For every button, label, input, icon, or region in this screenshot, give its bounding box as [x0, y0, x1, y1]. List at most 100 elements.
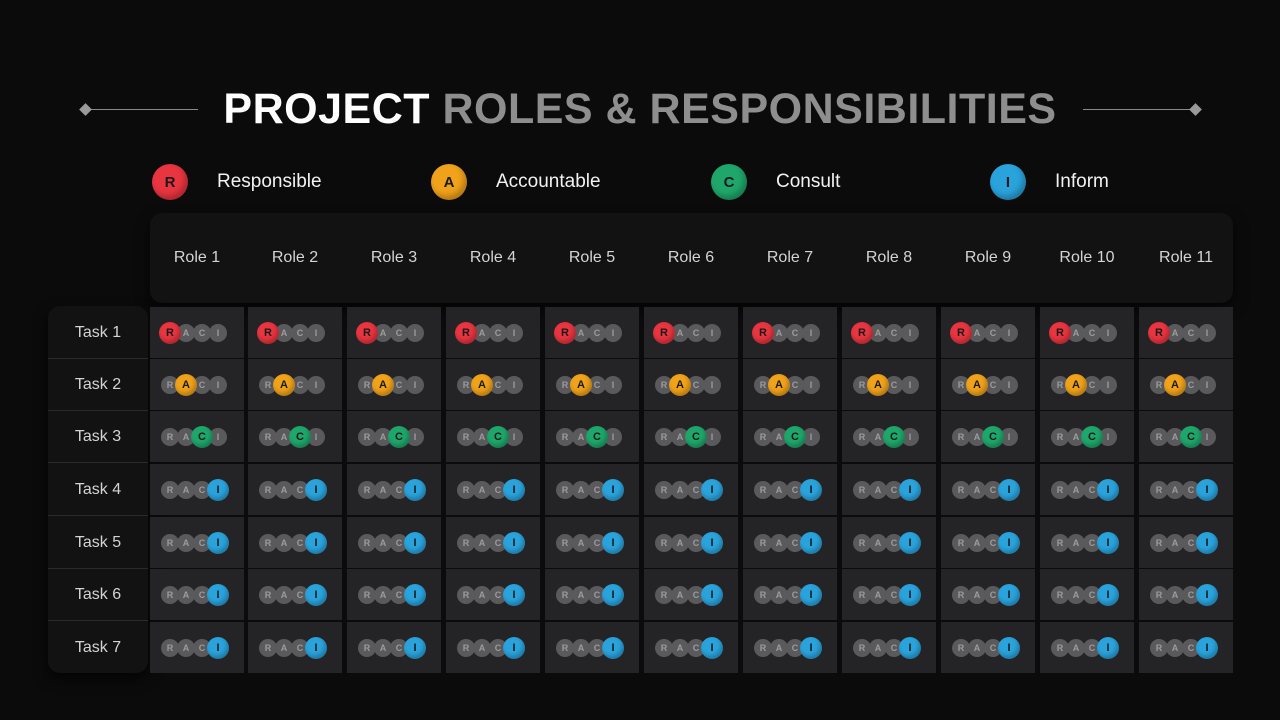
raci-pip-active-i: I [602, 584, 624, 606]
raci-pip-i: I [1099, 324, 1117, 342]
raci-pip-active-c: C [982, 426, 1004, 448]
raci-pip-a: A [275, 586, 293, 604]
raci-pip-a: A [572, 324, 590, 342]
raci-pip-active-r: R [159, 322, 181, 344]
raci-pip-r: R [259, 376, 277, 394]
raci-pip-i: I [209, 324, 227, 342]
raci-pip-c: C [786, 639, 804, 657]
raci-pip-i: I [703, 376, 721, 394]
raci-pip-r: R [655, 481, 673, 499]
raci-pip-c: C [1182, 534, 1200, 552]
raci-pip-r: R [1150, 376, 1168, 394]
raci-pip-r: R [952, 586, 970, 604]
raci-pip-c: C [1083, 324, 1101, 342]
raci-pip-a: A [1166, 534, 1184, 552]
raci-pip-a: A [671, 324, 689, 342]
raci-pip-r: R [1051, 586, 1069, 604]
raci-pip-i: I [703, 324, 721, 342]
raci-pip-active-i: I [899, 532, 921, 554]
raci-pip-i: I [406, 324, 424, 342]
raci-pip-a: A [869, 639, 887, 657]
raci-pip-active-i: I [1196, 479, 1218, 501]
raci-pip-r: R [655, 376, 673, 394]
raci-pip-active-r: R [1049, 322, 1071, 344]
raci-pip-active-i: I [800, 532, 822, 554]
raci-pip-c: C [687, 324, 705, 342]
legend-label: Accountable [496, 171, 601, 192]
raci-pip-active-i: I [998, 479, 1020, 501]
raci-pip-r: R [1150, 428, 1168, 446]
raci-pip-r: R [853, 428, 871, 446]
raci-pip-r: R [754, 428, 772, 446]
task-label: Task 1 [48, 307, 148, 359]
raci-pip-active-r: R [752, 322, 774, 344]
raci-pip-r: R [754, 534, 772, 552]
role-header: Role 9 [964, 249, 1012, 266]
raci-pip-a: A [869, 534, 887, 552]
raci-pip-c: C [1182, 324, 1200, 342]
raci-pip-a: A [473, 639, 491, 657]
raci-pip-c: C [1083, 376, 1101, 394]
raci-pip-active-i: I [701, 479, 723, 501]
raci-pip-a: A [572, 481, 590, 499]
raci-pip-active-i: I [701, 532, 723, 554]
title-project: PROJECT [223, 85, 431, 133]
raci-pip-i: I [802, 376, 820, 394]
raci-pip-i: I [406, 376, 424, 394]
raci-pip-c: C [193, 639, 211, 657]
role-header: Role 2 [271, 249, 319, 266]
raci-pip-a: A [572, 639, 590, 657]
raci-pip-a: A [1166, 324, 1184, 342]
raci-pip-active-i: I [602, 532, 624, 554]
raci-pip-r: R [457, 639, 475, 657]
raci-pip-r: R [358, 428, 376, 446]
raci-pip-c: C [291, 481, 309, 499]
raci-pip-active-r: R [356, 322, 378, 344]
raci-pip-i: I [1198, 376, 1216, 394]
raci-pip-a: A [671, 534, 689, 552]
raci-pip-active-i: I [899, 479, 921, 501]
raci-pip-active-a: A [867, 374, 889, 396]
raci-pip-r: R [1150, 481, 1168, 499]
raci-pip-c: C [786, 324, 804, 342]
raci-pip-c: C [687, 481, 705, 499]
raci-pip-c: C [291, 586, 309, 604]
raci-pip-r: R [754, 376, 772, 394]
raci-pip-c: C [588, 586, 606, 604]
raci-pip-active-i: I [503, 532, 525, 554]
raci-pip-active-i: I [800, 479, 822, 501]
raci-pip-r: R [655, 639, 673, 657]
